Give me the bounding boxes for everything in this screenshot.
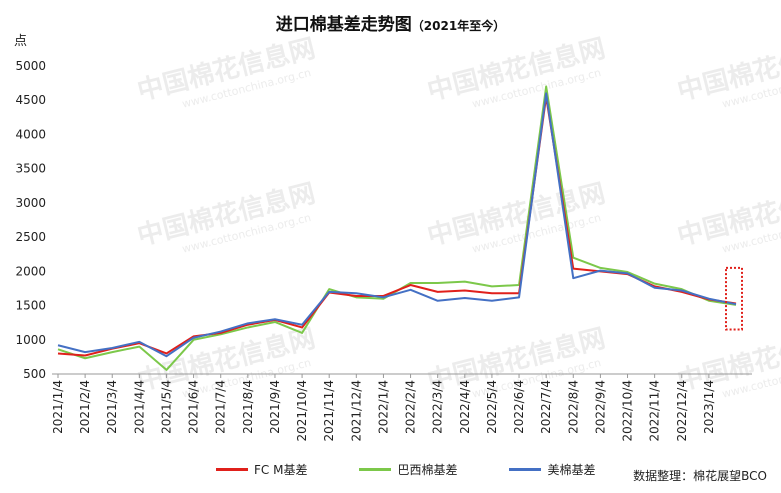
- y-tick-label: 4500: [15, 93, 46, 107]
- chart-subtitle: （2021年至今）: [411, 19, 506, 33]
- series-line-us: [57, 92, 737, 358]
- x-tick-label: 2022/10/4: [621, 380, 635, 442]
- x-tick-label: 2022/7/4: [539, 380, 553, 434]
- y-tick-label: 1000: [15, 333, 46, 347]
- x-tick-label: 2022/9/4: [593, 380, 607, 434]
- legend-label-us: 美棉基差: [547, 463, 596, 477]
- legend-item-brazil: 巴西棉基差: [359, 461, 457, 478]
- x-tick-label: 2021/6/4: [187, 380, 201, 434]
- x-tick-label: 2021/7/4: [214, 380, 228, 434]
- y-tick-label: 1500: [15, 299, 46, 313]
- y-tick-label: 2000: [15, 264, 46, 278]
- legend-swatch-brazil: [359, 468, 392, 471]
- x-tick-label: 2022/6/4: [512, 380, 526, 434]
- x-tick-label: 2021/3/4: [105, 380, 119, 434]
- y-tick-label: 4000: [15, 127, 46, 141]
- x-tick-label: 2021/2/4: [78, 380, 92, 434]
- x-tick-label: 2022/4/4: [458, 380, 472, 434]
- x-tick-label: 2021/1/4: [51, 380, 65, 434]
- x-tick-label: 2022/12/4: [675, 380, 689, 442]
- x-tick-label: 2022/3/4: [431, 380, 445, 434]
- x-tick-label: 2021/12/4: [349, 380, 363, 442]
- x-tick-label: 2021/8/4: [241, 380, 255, 434]
- data-source: 数据整理：棉花展望BCO: [633, 469, 767, 483]
- y-tick-label: 500: [23, 367, 46, 381]
- y-tick-label: 3500: [15, 162, 46, 176]
- x-tick-label: 2021/10/4: [295, 380, 309, 442]
- chart-title: 进口棉基差走势图（2021年至今）: [0, 10, 781, 35]
- x-tick-label: 2022/11/4: [648, 380, 662, 442]
- y-tick-label: 3000: [15, 196, 46, 210]
- legend-swatch-fcm: [216, 468, 248, 471]
- chart-legend: FC M基差 巴西棉基差 美棉基差: [216, 461, 595, 478]
- legend-label-brazil: 巴西棉基差: [397, 463, 458, 477]
- legend-swatch-us: [509, 468, 542, 471]
- legend-item-fcm: FC M基差: [216, 461, 307, 478]
- x-tick-label: 2021/11/4: [322, 380, 336, 442]
- x-tick-label: 2023/1/4: [702, 380, 716, 434]
- y-tick-label: 2500: [15, 230, 46, 244]
- legend-label-fcm: FC M基差: [254, 463, 308, 477]
- x-tick-label: 2022/5/4: [485, 380, 499, 434]
- x-tick-label: 2021/5/4: [159, 380, 173, 434]
- x-tick-label: 2022/2/4: [404, 380, 418, 434]
- y-axis-unit: 点: [14, 34, 28, 49]
- y-tick-label: 5000: [15, 59, 46, 73]
- x-tick-label: 2022/1/4: [376, 380, 390, 434]
- legend-item-us: 美棉基差: [509, 461, 595, 478]
- x-tick-label: 2021/4/4: [132, 380, 146, 434]
- x-tick-label: 2022/8/4: [566, 380, 580, 434]
- latest-highlight-box: [725, 266, 743, 331]
- x-tick-label: 2021/9/4: [268, 380, 282, 434]
- chart-title-text: 进口棉基差走势图: [275, 15, 412, 35]
